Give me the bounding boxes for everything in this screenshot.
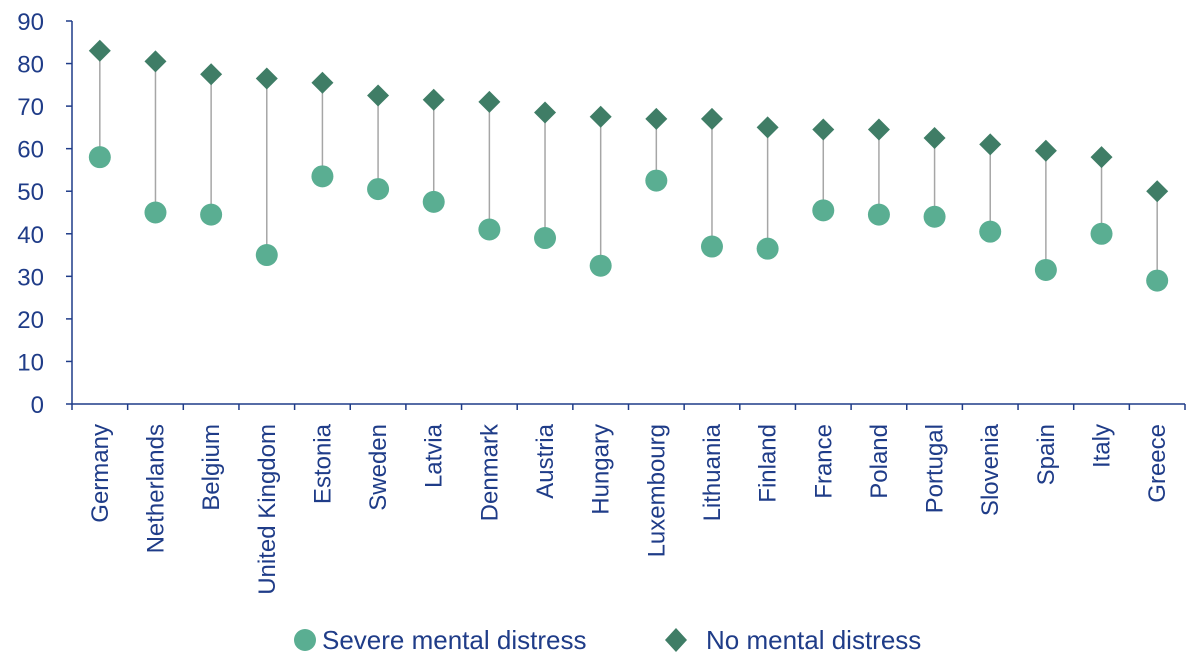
y-tick-label: 80 [17, 52, 44, 79]
legend-label-none: No mental distress [706, 625, 921, 655]
data-point-no-mental-distress [1146, 180, 1169, 203]
legend-diamond-marker [665, 628, 687, 652]
x-category-label: Greece [1144, 424, 1171, 503]
x-category-label: Lithuania [699, 423, 726, 521]
data-point-no-mental-distress [422, 88, 445, 111]
y-tick-label: 60 [17, 137, 44, 164]
legend-circle-marker [294, 629, 316, 651]
x-category-label: France [810, 424, 837, 499]
data-point-severe-mental-distress [144, 201, 167, 224]
x-category-label: Germany [87, 424, 114, 523]
x-category-label: Italy [1089, 424, 1116, 468]
x-category-label: Poland [866, 424, 893, 499]
data-point-severe-mental-distress [979, 220, 1002, 243]
connector-lines [99, 50, 1158, 281]
data-point-severe-mental-distress [255, 244, 278, 267]
legend-label-severe: Severe mental distress [322, 625, 586, 655]
y-tick-label: 30 [17, 264, 44, 291]
y-tick-label: 70 [17, 94, 44, 121]
data-point-severe-mental-distress [756, 237, 779, 260]
data-point-no-mental-distress [534, 101, 557, 124]
data-point-severe-mental-distress [534, 227, 557, 250]
data-point-severe-mental-distress [367, 178, 390, 201]
x-category-label: Austria [532, 423, 559, 498]
data-point-severe-mental-distress [923, 205, 946, 228]
data-point-severe-mental-distress [422, 190, 445, 213]
data-point-no-mental-distress [756, 116, 779, 139]
x-category-label: Netherlands [142, 424, 169, 553]
data-point-no-mental-distress [812, 118, 835, 141]
data-point-severe-mental-distress [88, 146, 111, 169]
legend: Severe mental distress No mental distres… [294, 625, 921, 655]
x-category-label: Spain [1033, 424, 1060, 485]
data-point-no-mental-distress [311, 71, 334, 94]
x-category-label: Slovenia [977, 423, 1004, 516]
data-point-severe-mental-distress [1146, 269, 1169, 292]
x-category-label: Sweden [365, 424, 392, 511]
x-category-label: Latvia [421, 423, 448, 488]
data-point-no-mental-distress [200, 63, 223, 86]
data-point-severe-mental-distress [311, 165, 334, 188]
data-point-no-mental-distress [144, 50, 167, 73]
x-category-label: Hungary [588, 424, 615, 515]
data-point-severe-mental-distress [700, 235, 723, 258]
data-point-no-mental-distress [645, 107, 668, 130]
y-tick-label: 50 [17, 179, 44, 206]
data-point-no-mental-distress [1034, 139, 1057, 162]
data-point-no-mental-distress [700, 107, 723, 130]
data-point-no-mental-distress [255, 67, 278, 90]
data-point-no-mental-distress [478, 90, 501, 113]
x-category-label: Estonia [309, 423, 336, 504]
data-point-severe-mental-distress [867, 203, 890, 226]
data-point-severe-mental-distress [645, 169, 668, 192]
data-point-severe-mental-distress [200, 203, 223, 226]
y-tick-label: 90 [17, 9, 44, 36]
y-tick-label: 10 [17, 349, 44, 376]
y-axis-ticks: 0 10 20 30 40 50 60 70 80 90 [17, 9, 72, 419]
x-category-label: Denmark [476, 423, 503, 521]
data-point-no-mental-distress [589, 105, 612, 128]
x-category-label: United Kingdom [254, 424, 281, 595]
data-point-no-mental-distress [979, 133, 1002, 156]
data-point-severe-mental-distress [1090, 222, 1113, 245]
x-category-label: Portugal [922, 424, 949, 513]
x-axis-category-labels: Germany Netherlands Belgium United Kingdom E… [71, 404, 1186, 595]
data-point-no-mental-distress [1090, 146, 1113, 169]
data-point-no-mental-distress [367, 84, 390, 107]
y-tick-label: 20 [17, 307, 44, 334]
y-tick-label: 40 [17, 222, 44, 249]
series-severe-mental-distress [88, 146, 1169, 292]
data-point-severe-mental-distress [1034, 258, 1057, 281]
data-point-no-mental-distress [923, 127, 946, 150]
data-point-severe-mental-distress [812, 199, 835, 222]
data-point-no-mental-distress [867, 118, 890, 141]
data-point-severe-mental-distress [589, 254, 612, 277]
chart-axes [71, 21, 1185, 405]
x-category-label: Belgium [198, 424, 225, 511]
x-category-label: Luxembourg [643, 424, 670, 557]
y-tick-label: 0 [31, 392, 44, 419]
data-point-severe-mental-distress [478, 218, 501, 241]
data-point-no-mental-distress [88, 39, 111, 62]
x-category-label: Finland [755, 424, 782, 503]
series-no-mental-distress [88, 39, 1169, 203]
